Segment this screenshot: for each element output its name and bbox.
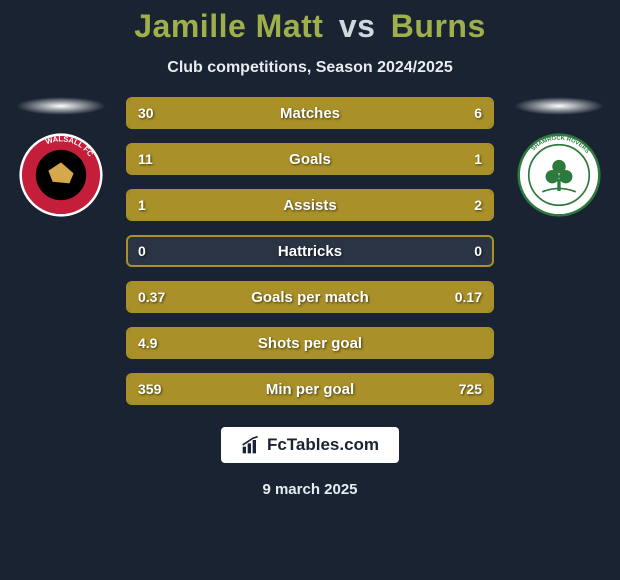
bar-fill-left [128,329,492,357]
player-shadow-right [514,97,604,115]
player1-name: Jamille Matt [134,8,323,44]
stat-bar-row: 0.370.17Goals per match [126,281,494,313]
stat-bar-row: 0 0Hattricks [126,235,494,267]
bar-fill-left [128,99,431,127]
bar-fill-left [128,191,249,219]
shamrock-crest-icon: SHAMROCK ROVERS [517,133,601,217]
right-team-column: SHAMROCK ROVERS [504,97,614,217]
player-shadow-left [16,97,106,115]
bar-fill-right [371,375,492,403]
brand-text: FcTables.com [267,435,379,455]
bar-fill-left [128,375,371,403]
header: Jamille Matt vs Burns Club competitions,… [0,0,620,77]
bar-fill-left [128,145,462,173]
bar-fill-right [431,99,492,127]
walsall-crest-icon: WALSALL FC [19,133,103,217]
bar-fill-left [128,283,377,311]
bar-fill-right [462,145,492,173]
chart-icon [241,435,261,455]
stat-bar-row: 359725Min per goal [126,373,494,405]
comparison-title: Jamille Matt vs Burns [0,8,620,45]
bar-label: Hattricks [128,237,492,265]
bar-value-right: 0 [474,237,482,265]
stat-bar-row: 12Assists [126,189,494,221]
footer: FcTables.com 9 march 2025 [0,427,620,498]
content-area: WALSALL FC 306Matches111Goals12Assists00… [0,97,620,405]
player2-name: Burns [391,8,486,44]
bar-fill-right [377,283,492,311]
vs-label: vs [339,8,376,44]
stat-bar-row: 111Goals [126,143,494,175]
brand-box[interactable]: FcTables.com [221,427,399,463]
team-crest-right: SHAMROCK ROVERS [517,133,601,217]
date-label: 9 march 2025 [0,481,620,498]
stat-bar-row: 4.9Shots per goal [126,327,494,359]
subtitle: Club competitions, Season 2024/2025 [0,59,620,77]
stat-bars-container: 306Matches 111Goals 12Assists 0 0Hattricks 0.… [116,97,504,405]
bar-fill-right [249,191,492,219]
team-crest-left: WALSALL FC [19,133,103,217]
stat-bar-row: 306Matches [126,97,494,129]
left-team-column: WALSALL FC [6,97,116,217]
bar-value-left: 0 [138,237,146,265]
